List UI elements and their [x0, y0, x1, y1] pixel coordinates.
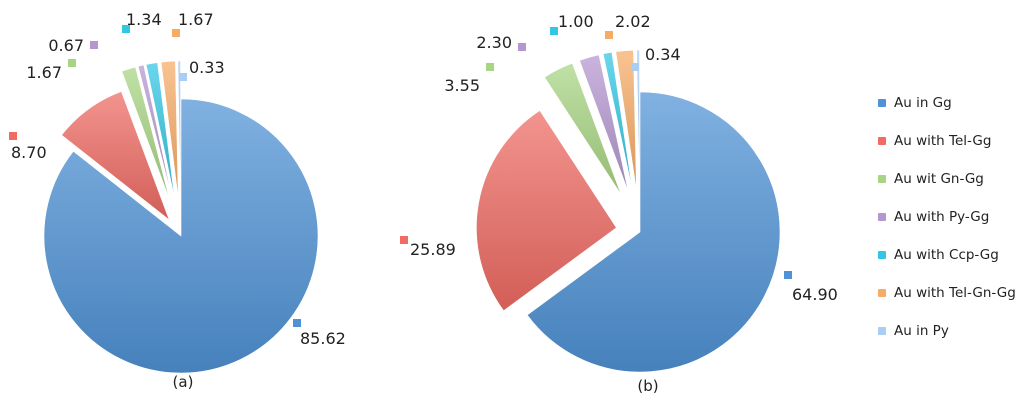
pie-b-slice-au-with-ccp-gg: [602, 51, 633, 191]
pie-a-caption: (a): [173, 373, 194, 391]
pie-b-value-label-au-in-gg: 64.90: [792, 285, 838, 304]
pie-b-value-label-au-wit-gn-gg: 3.55: [444, 76, 480, 95]
pie-a-label-marker-au-wit-gn-gg: [68, 59, 76, 67]
pie-a-value-label-au-with-tel-gg: 8.70: [11, 143, 47, 162]
pie-b-slice-au-with-tel-gg: [476, 110, 617, 312]
pie-a-value-label-au-wit-gn-gg: 1.67: [26, 63, 62, 82]
legend-label: Au with Tel-Gn-Gg: [894, 285, 1016, 301]
legend-label: Au wit Gn-Gg: [894, 171, 984, 187]
pie-b-slice-au-with-tel-gn-gg: [615, 49, 637, 191]
pie-a-label-marker-au-with-tel-gg: [9, 132, 17, 140]
legend-item-au-with-ccp-gg: Au with Ccp-Gg: [878, 236, 1024, 274]
pie-a-slice-au-in-gg: [43, 98, 319, 374]
pie-b-value-label-au-with-tel-gg: 25.89: [410, 240, 456, 259]
legend-item-au-wit-gn-gg: Au wit Gn-Gg: [878, 160, 1024, 198]
pie-a-value-label-au-in-py: 0.33: [189, 58, 225, 77]
pie-b-slice-au-in-gg: [526, 91, 781, 373]
pie-a-label-marker-au-in-gg: [293, 319, 301, 327]
pie-b-label-marker-au-with-tel-gg: [400, 236, 408, 244]
pie-a-slice-au-with-ccp-gg: [145, 62, 175, 199]
pie-b-slice-au-with-py-gg: [579, 54, 629, 192]
chart-legend: Au in Gg Au with Tel-Gg Au wit Gn-Gg Au wit…: [878, 84, 1024, 350]
pie-a-value-label-au-with-tel-gn-gg: 1.67: [178, 10, 214, 29]
pie-b-slice-au-in-py: [636, 49, 640, 191]
pie-chart-a: 85.62 8.70 1.67 0.67 1.34 1.67 0.33 (a): [9, 10, 346, 391]
legend-swatch: [878, 99, 886, 107]
legend-swatch: [878, 137, 886, 145]
legend-label: Au with Tel-Gg: [894, 133, 992, 149]
legend-label: Au with Py-Gg: [894, 209, 990, 225]
pie-b-value-label-au-with-py-gg: 2.30: [476, 33, 512, 52]
legend-label: Au in Py: [894, 323, 949, 339]
pie-b-value-label-au-in-py: 0.34: [645, 45, 681, 64]
legend-swatch: [878, 175, 886, 183]
pie-a-label-marker-au-in-py: [179, 73, 187, 81]
legend-item-au-with-tel-gg: Au with Tel-Gg: [878, 122, 1024, 160]
legend-swatch: [878, 251, 886, 259]
pie-a-value-label-au-with-py-gg: 0.67: [48, 36, 84, 55]
pie-b-label-marker-au-in-gg: [784, 271, 792, 279]
pie-a-label-marker-au-with-tel-gn-gg: [172, 29, 180, 37]
pie-a-label-marker-au-with-ccp-gg: [122, 25, 130, 33]
pie-a-slice-au-with-tel-gg: [61, 91, 170, 221]
legend-item-au-with-tel-gn-gg: Au with Tel-Gn-Gg: [878, 274, 1024, 312]
legend-swatch: [878, 213, 886, 221]
pie-chart-b: 64.90 25.89 3.55 2.30 1.00 2.02 0.34 (b): [400, 12, 838, 395]
pie-b-caption: (b): [637, 377, 658, 395]
legend-item-au-in-gg: Au in Gg: [878, 84, 1024, 122]
pie-a-slice-au-with-py-gg: [137, 64, 173, 200]
pie-a-slice-au-with-tel-gn-gg: [160, 60, 179, 199]
legend-item-au-with-py-gg: Au with Py-Gg: [878, 198, 1024, 236]
pie-a-value-label-au-in-gg: 85.62: [300, 329, 346, 348]
legend-label: Au with Ccp-Gg: [894, 247, 999, 263]
legend-swatch: [878, 327, 886, 335]
pie-a-label-marker-au-with-py-gg: [90, 41, 98, 49]
pie-b-label-marker-au-with-ccp-gg: [550, 27, 558, 35]
pie-a-value-label-au-with-ccp-gg: 1.34: [126, 10, 162, 29]
pie-b-label-marker-au-wit-gn-gg: [486, 63, 494, 71]
legend-label: Au in Gg: [894, 95, 952, 111]
legend-swatch: [878, 289, 886, 297]
legend-item-au-in-py: Au in Py: [878, 312, 1024, 350]
pie-b-label-marker-au-in-py: [631, 63, 639, 71]
pie-b-value-label-au-with-tel-gn-gg: 2.02: [615, 12, 651, 31]
pie-b-slice-au-wit-gn-gg: [544, 62, 622, 195]
pie-b-value-label-au-with-ccp-gg: 1.00: [558, 12, 594, 31]
pie-b-label-marker-au-with-py-gg: [518, 43, 526, 51]
pie-a-slice-au-wit-gn-gg: [121, 66, 170, 200]
pie-b-label-marker-au-with-tel-gn-gg: [605, 31, 613, 39]
pie-a-slice-au-in-py: [177, 60, 181, 199]
